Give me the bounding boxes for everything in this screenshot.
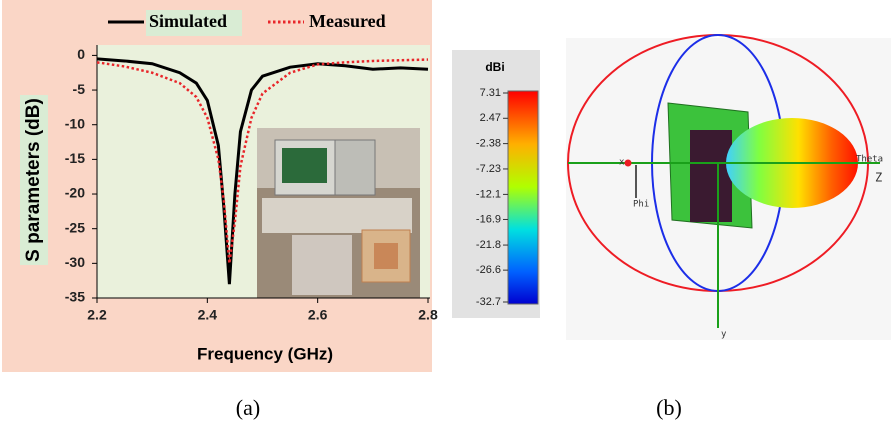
y-tick-label: -35 <box>65 289 85 305</box>
colorbar-tick-label: 7.31 <box>480 87 501 99</box>
colorbar-tick-label: -32.7 <box>476 296 501 308</box>
y-tick-label: 0 <box>77 46 85 62</box>
legend-label: Measured <box>309 11 386 31</box>
y-tick-label: -20 <box>65 185 85 201</box>
colorbar-tick-label: 2.47 <box>480 112 501 124</box>
x-tick-label: 2.2 <box>87 307 107 323</box>
pattern-label: Theta <box>856 155 883 165</box>
caption: (a) <box>236 395 260 420</box>
colorbar-tick-label: -16.9 <box>476 213 501 225</box>
colorbar-tick-label: -2.38 <box>476 138 501 150</box>
colorbar-unit: dBi <box>485 60 504 74</box>
y-tick-label: -30 <box>65 254 85 270</box>
y-tick-label: -5 <box>73 81 86 97</box>
pattern-label: y <box>721 330 727 340</box>
pattern-label: x <box>619 158 625 168</box>
colorbar-tick-label: -12.1 <box>476 188 501 200</box>
y-tick-label: -25 <box>65 219 85 235</box>
colorbar-tick-label: -26.6 <box>476 264 501 276</box>
inset-photo <box>257 128 420 298</box>
x-axis-label: Frequency (GHz) <box>197 344 333 363</box>
figure: S parameters (dB) Frequency (GHz) dBi x … <box>0 0 891 425</box>
x-tick-label: 2.4 <box>198 307 218 323</box>
caption: (b) <box>656 395 682 420</box>
colorbar-tick-label: -21.8 <box>476 239 501 251</box>
y-tick-label: -10 <box>65 115 85 131</box>
y-tick-label: -15 <box>65 150 85 166</box>
y-axis-label: S parameters (dB) <box>23 98 44 262</box>
colorbar <box>508 91 538 304</box>
x-tick-label: 2.8 <box>418 307 438 323</box>
colorbar-tick-label: -7.23 <box>476 163 501 175</box>
x-tick-label: 2.6 <box>308 307 328 323</box>
legend-label: Simulated <box>149 11 227 31</box>
pattern-label: Phi <box>633 200 649 210</box>
pattern-label: Z <box>875 171 882 185</box>
